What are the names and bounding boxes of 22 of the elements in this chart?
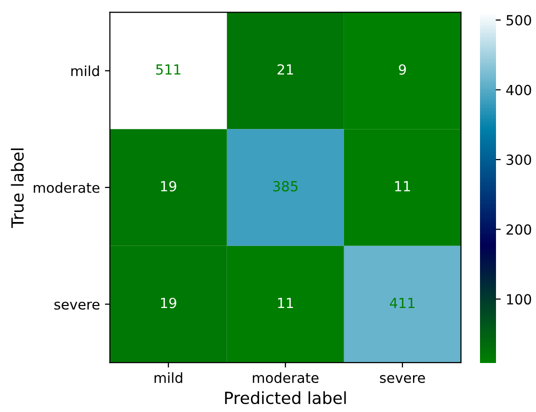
color-bar-label: 400 <box>506 84 532 96</box>
y-axis-title: True label <box>10 148 24 228</box>
y-tick-label: moderate <box>34 182 100 193</box>
x-axis-title: Predicted label <box>225 391 346 404</box>
data-label: 511 <box>156 64 180 75</box>
color-bar-label: 100 <box>507 294 532 305</box>
data-label: 11 <box>278 298 293 308</box>
data-label: 19 <box>161 180 176 192</box>
data-label: 19 <box>161 298 176 308</box>
x-tick-label: severe <box>380 375 425 384</box>
x-tick-label: moderate <box>252 372 318 384</box>
color-bar-label: 200 <box>506 224 532 235</box>
x-tick-label: mild <box>154 372 182 384</box>
data-label: 11 <box>395 181 410 192</box>
color-bar-label: 300 <box>506 154 532 166</box>
data-label: 411 <box>390 298 414 308</box>
color-bar-label: 500 <box>506 15 532 26</box>
data-label: 21 <box>278 64 293 75</box>
y-tick-label: mild <box>71 65 99 76</box>
y-tick-label: severe <box>54 302 100 310</box>
data-label: 385 <box>273 180 298 192</box>
data-label: 9 <box>398 64 406 75</box>
